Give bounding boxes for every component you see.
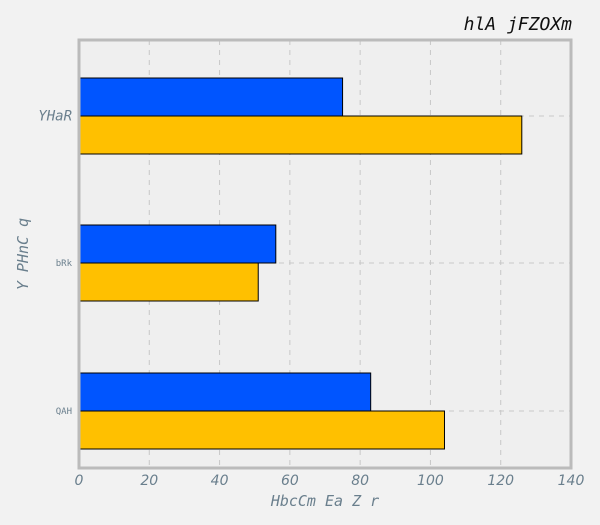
y-ticks: QAH bRk YHaR [38,109,72,417]
y-tick-label: bRk [56,259,73,269]
y-axis-label: Y PHnC q [14,218,32,290]
y-tick-label: QAH [56,407,72,417]
bar-series2-YHaR [78,77,344,117]
x-tick-label: 80 [351,473,369,489]
x-tick-label: 0 [75,473,84,489]
x-tick-label: 100 [417,473,444,489]
x-ticks: 0 20 40 60 80 100 120 140 [75,473,585,489]
x-tick-label: 60 [281,473,299,489]
bar-series1-YHaR [78,115,523,155]
y-tick-label: YHaR [38,109,72,125]
x-tick-label: 20 [140,473,158,489]
bar-series2-bRk [78,224,277,264]
bars [78,77,523,450]
bar-series1-QAH [78,410,445,450]
x-axis-label: HbcCm Ea Z r [270,492,379,510]
bar-series2-QAH [78,372,372,412]
plot-frame [77,38,573,470]
x-tick-label: 40 [211,473,229,489]
bar-series1-bRk [78,262,259,302]
x-tick-label: 120 [487,473,514,489]
x-tick-label: 140 [558,473,585,489]
chart-title: hlA jFZOXm [464,14,573,35]
